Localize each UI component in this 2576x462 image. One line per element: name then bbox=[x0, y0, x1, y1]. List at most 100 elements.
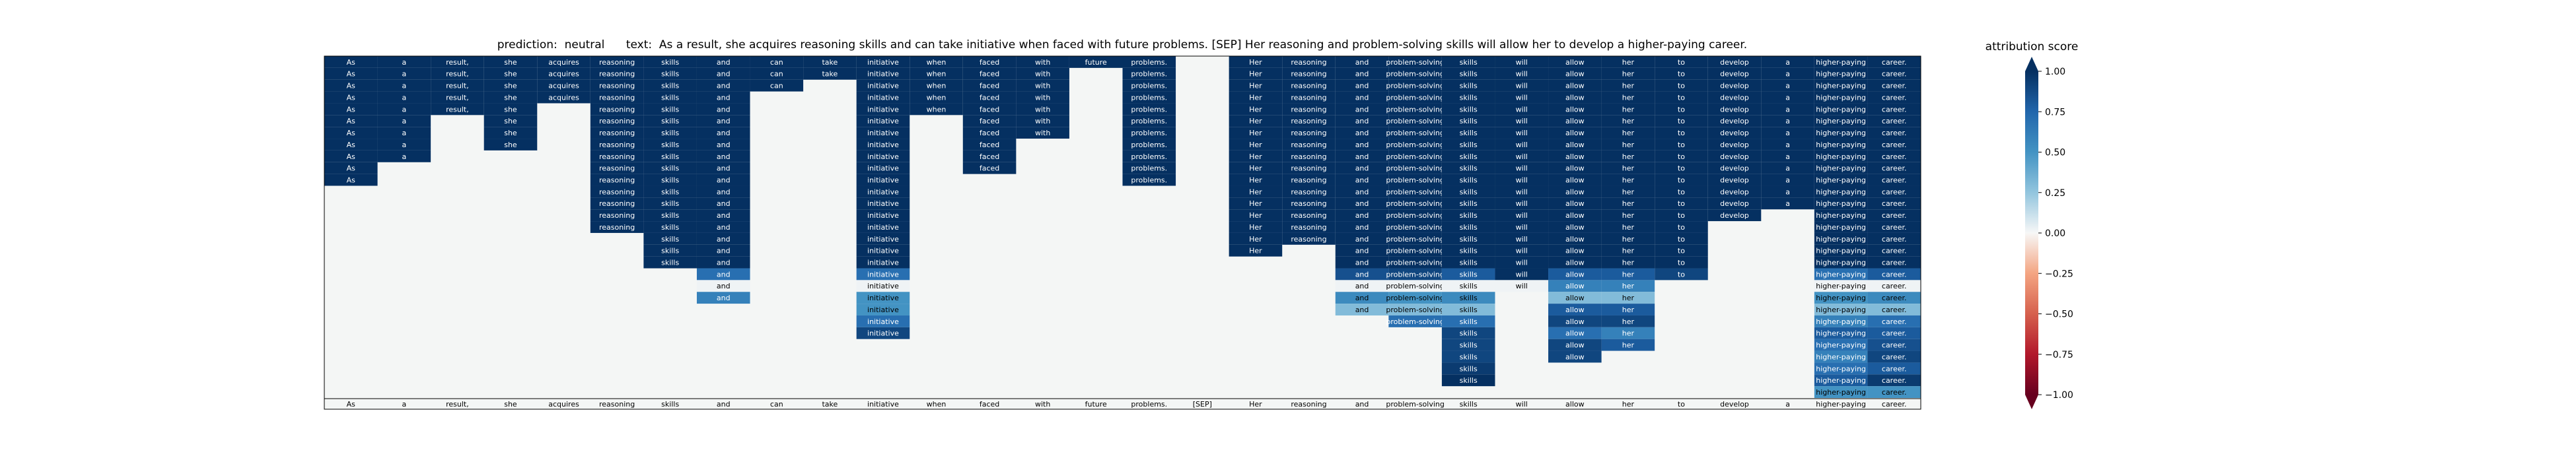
cell-label: a bbox=[1785, 152, 1790, 161]
heatmap-cell bbox=[696, 185, 750, 198]
cell-label: to bbox=[1678, 270, 1685, 279]
heatmap-cell bbox=[1282, 67, 1336, 80]
cell-label: a bbox=[402, 129, 406, 137]
heatmap-cell bbox=[1707, 162, 1762, 174]
cell-label: future bbox=[1085, 58, 1107, 67]
heatmap-cell bbox=[750, 56, 804, 68]
heatmap-cell bbox=[1601, 292, 1655, 304]
heatmap-cell bbox=[1814, 280, 1868, 292]
cell-label: and bbox=[1355, 82, 1369, 90]
cell-label: reasoning bbox=[599, 58, 635, 67]
heatmap-cell bbox=[1122, 127, 1176, 139]
cell-label: to bbox=[1678, 259, 1685, 267]
heatmap-cell bbox=[1814, 350, 1868, 363]
cell-label: As bbox=[347, 105, 356, 114]
heatmap-cell bbox=[1761, 185, 1814, 198]
heatmap-cell bbox=[1601, 256, 1655, 269]
cell-label: initiative bbox=[867, 247, 899, 255]
heatmap-cell bbox=[1655, 232, 1708, 245]
cell-label: and bbox=[1355, 164, 1369, 173]
heatmap-cell bbox=[1548, 185, 1602, 198]
cell-label: skills bbox=[661, 82, 679, 90]
cell-label: skills bbox=[661, 129, 679, 137]
heatmap-cell bbox=[1229, 209, 1283, 222]
heatmap-cell bbox=[1761, 139, 1814, 150]
heatmap-cell bbox=[1655, 244, 1708, 257]
heatmap-cell bbox=[1601, 315, 1655, 327]
cell-label: allow bbox=[1565, 58, 1585, 67]
cell-label: she bbox=[504, 93, 517, 102]
heatmap-cell bbox=[483, 91, 538, 104]
cell-label: career. bbox=[1882, 211, 1907, 220]
heatmap-cell bbox=[1761, 127, 1814, 139]
heatmap-cell bbox=[431, 67, 484, 80]
heatmap-cell bbox=[1761, 67, 1814, 80]
cell-label: skills bbox=[1460, 364, 1478, 373]
cell-label: and bbox=[1355, 105, 1369, 114]
cell-label: to bbox=[1678, 141, 1685, 149]
heatmap-cell bbox=[1495, 209, 1549, 222]
cell-label: allow bbox=[1565, 352, 1585, 361]
heatmap-cell bbox=[1495, 56, 1549, 68]
cell-label: As bbox=[347, 176, 356, 184]
heatmap-cell bbox=[1867, 127, 1921, 139]
cell-label: reasoning bbox=[599, 70, 635, 79]
heatmap-cell bbox=[910, 79, 963, 92]
cell-label: develop bbox=[1720, 141, 1749, 149]
heatmap-cell bbox=[1707, 67, 1762, 80]
cell-label: initiative bbox=[867, 117, 899, 125]
cell-label: As bbox=[347, 93, 356, 102]
cell-label: initiative bbox=[867, 129, 899, 137]
cell-label: will bbox=[1516, 164, 1528, 173]
cell-label: allow bbox=[1565, 270, 1585, 279]
cell-label: will bbox=[1516, 187, 1528, 196]
cell-label: allow bbox=[1565, 259, 1585, 267]
heatmap-cell bbox=[1441, 232, 1495, 245]
heatmap-cell bbox=[1122, 103, 1176, 116]
heatmap-cell bbox=[696, 256, 750, 269]
heatmap-cell bbox=[1761, 115, 1814, 127]
heatmap-cell bbox=[1548, 256, 1602, 269]
cell-label: higher-paying bbox=[1816, 223, 1866, 232]
heatmap-cell bbox=[856, 79, 910, 92]
cell-label: problem-solving bbox=[1386, 70, 1445, 79]
heatmap-cell bbox=[1814, 67, 1868, 80]
cell-label: a bbox=[1785, 187, 1790, 196]
cell-label: to bbox=[1678, 187, 1685, 196]
cell-label: to bbox=[1678, 152, 1685, 161]
cell-label: skills bbox=[1460, 141, 1478, 149]
heatmap-cell bbox=[483, 127, 538, 139]
cell-label: with bbox=[1035, 117, 1050, 125]
token-label: her bbox=[1622, 400, 1635, 409]
heatmap-cell bbox=[590, 139, 644, 150]
heatmap-cell bbox=[696, 174, 750, 186]
cell-label: As bbox=[347, 70, 356, 79]
heatmap-cell bbox=[1761, 56, 1814, 68]
heatmap-cell bbox=[1388, 268, 1442, 280]
heatmap-cell bbox=[1335, 127, 1389, 139]
cell-label: allow bbox=[1565, 82, 1585, 90]
cell-label: reasoning bbox=[1291, 82, 1326, 90]
heatmap-cell bbox=[1282, 197, 1336, 210]
cell-label: reasoning bbox=[599, 129, 635, 137]
heatmap-cell bbox=[696, 127, 750, 139]
cell-label: result, bbox=[446, 70, 469, 79]
cell-label: will bbox=[1516, 211, 1528, 220]
cell-label: and bbox=[1355, 259, 1369, 267]
cell-label: develop bbox=[1720, 164, 1749, 173]
cell-label: allow bbox=[1565, 152, 1585, 161]
cell-label: will bbox=[1516, 176, 1528, 184]
heatmap-cell bbox=[1548, 139, 1602, 150]
heatmap-cell bbox=[1814, 304, 1868, 315]
cell-label: skills bbox=[1460, 164, 1478, 173]
cell-label: career. bbox=[1882, 117, 1907, 125]
cell-label: and bbox=[717, 58, 731, 67]
heatmap-cell bbox=[1867, 221, 1921, 233]
heatmap-cell bbox=[696, 244, 750, 257]
heatmap-cell bbox=[1229, 127, 1283, 139]
cell-label: career. bbox=[1882, 70, 1907, 79]
cell-label: problem-solving bbox=[1386, 294, 1445, 302]
cell-label: higher-paying bbox=[1816, 176, 1866, 184]
cell-label: problem-solving bbox=[1386, 270, 1445, 279]
cell-label: skills bbox=[1460, 105, 1478, 114]
